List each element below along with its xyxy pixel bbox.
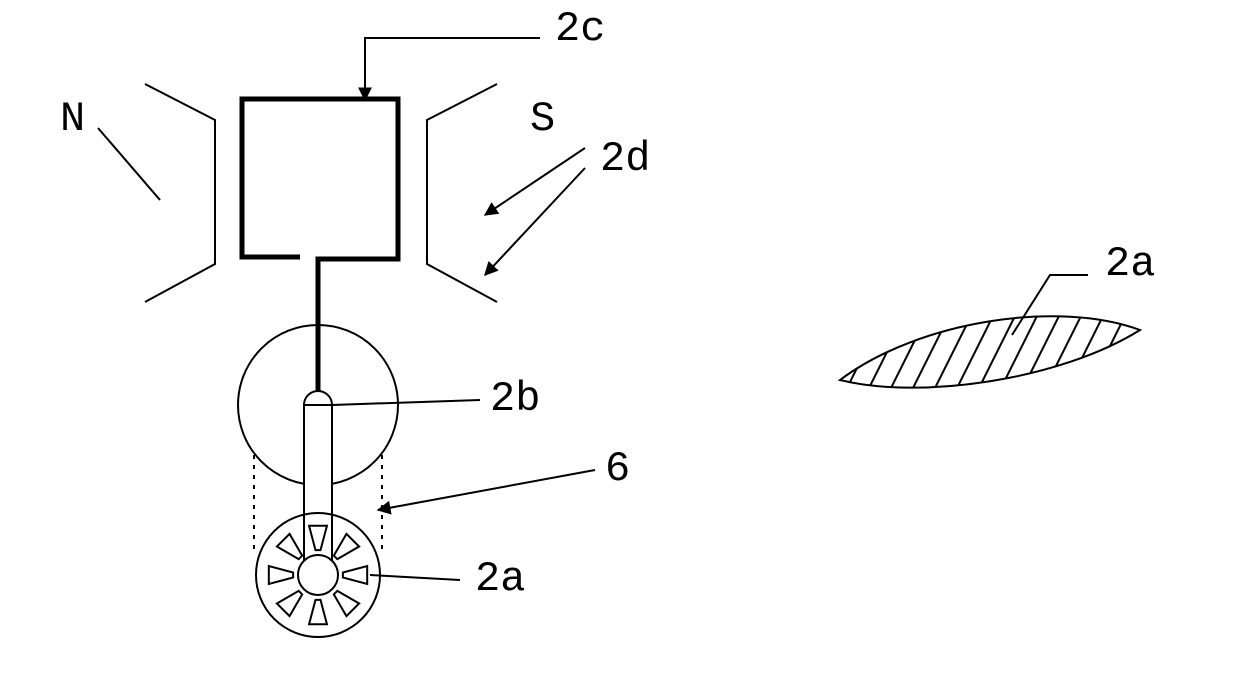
magnet-pole-n bbox=[145, 84, 215, 302]
label-6: 6 bbox=[605, 445, 630, 493]
label-2a-right: 2a bbox=[1105, 240, 1155, 288]
label-n: N bbox=[60, 95, 85, 143]
blade-2a bbox=[760, 270, 1240, 430]
diagram-canvas: N S 2c 2d 2b 6 2a 2a bbox=[0, 0, 1240, 699]
label-2d: 2d bbox=[600, 135, 650, 183]
label-2a-bottom: 2a bbox=[475, 555, 525, 603]
magnet-pole-s bbox=[427, 84, 497, 302]
label-s: S bbox=[530, 95, 555, 143]
labels: N S 2c 2d 2b 6 2a 2a bbox=[60, 5, 1155, 603]
leader-lines bbox=[98, 38, 1088, 580]
label-2b: 2b bbox=[490, 375, 540, 423]
coil-2c bbox=[242, 99, 398, 405]
label-2c: 2c bbox=[555, 5, 605, 53]
